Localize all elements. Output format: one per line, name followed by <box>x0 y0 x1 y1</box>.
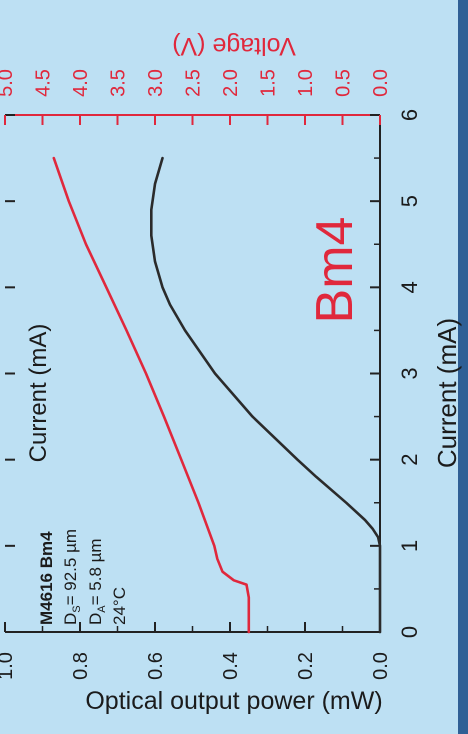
x-axis-title-bottom: Current (mA) <box>432 318 462 468</box>
annotation-temperature: 24°C <box>110 587 129 625</box>
x-tick-label-2: 2 <box>397 454 422 466</box>
y2-tick-label-6: 3.0 <box>145 69 167 97</box>
x-tick-label-0: 0 <box>397 626 422 638</box>
y2-tick-label-0: 0.0 <box>370 69 392 97</box>
voltage-curve <box>52 156 251 634</box>
x-axis-title-top: Current (mA) <box>25 324 52 463</box>
y-tick-label-0: 0.0 <box>370 652 392 680</box>
y-axis-title: Optical output power (mW) <box>85 687 382 715</box>
x-tick-label-4: 4 <box>397 281 422 293</box>
annotation-ds: DS= 92.5 µm <box>61 529 83 625</box>
y2-tick-label-1: 0.5 <box>333 69 355 97</box>
series-layer <box>52 156 382 634</box>
y2-tick-label-2: 1.0 <box>295 69 317 97</box>
axes-layer: 0 1 2 3 4 5 6 0.0 0.2 0.4 0.6 0.8 1.0 0.0 0.5 1.0 1.5 2.0… <box>0 69 422 680</box>
y2-tick-label-8: 4.0 <box>70 69 92 97</box>
right-edge-strip <box>458 0 468 734</box>
x-tick-label-6: 6 <box>397 109 422 121</box>
y2-tick-label-7: 3.5 <box>108 69 130 97</box>
annotation-da-value: = 5.8 µm <box>86 538 105 605</box>
annotation-device: M4616 Bm4 <box>37 531 56 625</box>
x-tick-label-3: 3 <box>397 367 422 379</box>
y-tick-label-5: 1.0 <box>0 652 17 680</box>
y-tick-label-3: 0.6 <box>145 652 167 680</box>
annotation-block: M4616 Bm4 DS= 92.5 µm DA= 5.8 µm 24°C <box>37 529 129 625</box>
y2-tick-label-10: 5.0 <box>0 69 17 97</box>
annotation-ds-value: = 92.5 µm <box>61 529 80 605</box>
x-tick-label-1: 1 <box>397 540 422 552</box>
y-tick-label-4: 0.8 <box>70 652 92 680</box>
annotation-da: DA= 5.8 µm <box>86 538 108 625</box>
y-tick-label-1: 0.2 <box>295 652 317 680</box>
power-curve <box>150 156 382 634</box>
y-tick-label-2: 0.4 <box>220 652 242 680</box>
device-big-label: Bm4 <box>306 217 364 324</box>
x-tick-label-5: 5 <box>397 195 422 207</box>
annotation-da-label: D <box>86 613 105 625</box>
annotation-da-sub: A <box>96 605 108 613</box>
y2-tick-label-4: 2.0 <box>220 69 242 97</box>
y2-tick-label-3: 1.5 <box>258 69 280 97</box>
y2-tick-label-9: 4.5 <box>33 69 55 97</box>
y2-axis-title: Voltage (V) <box>172 32 296 60</box>
annotation-ds-sub: S <box>71 605 83 612</box>
annotation-ds-label: D <box>61 613 80 625</box>
y2-tick-label-5: 2.5 <box>183 69 205 97</box>
